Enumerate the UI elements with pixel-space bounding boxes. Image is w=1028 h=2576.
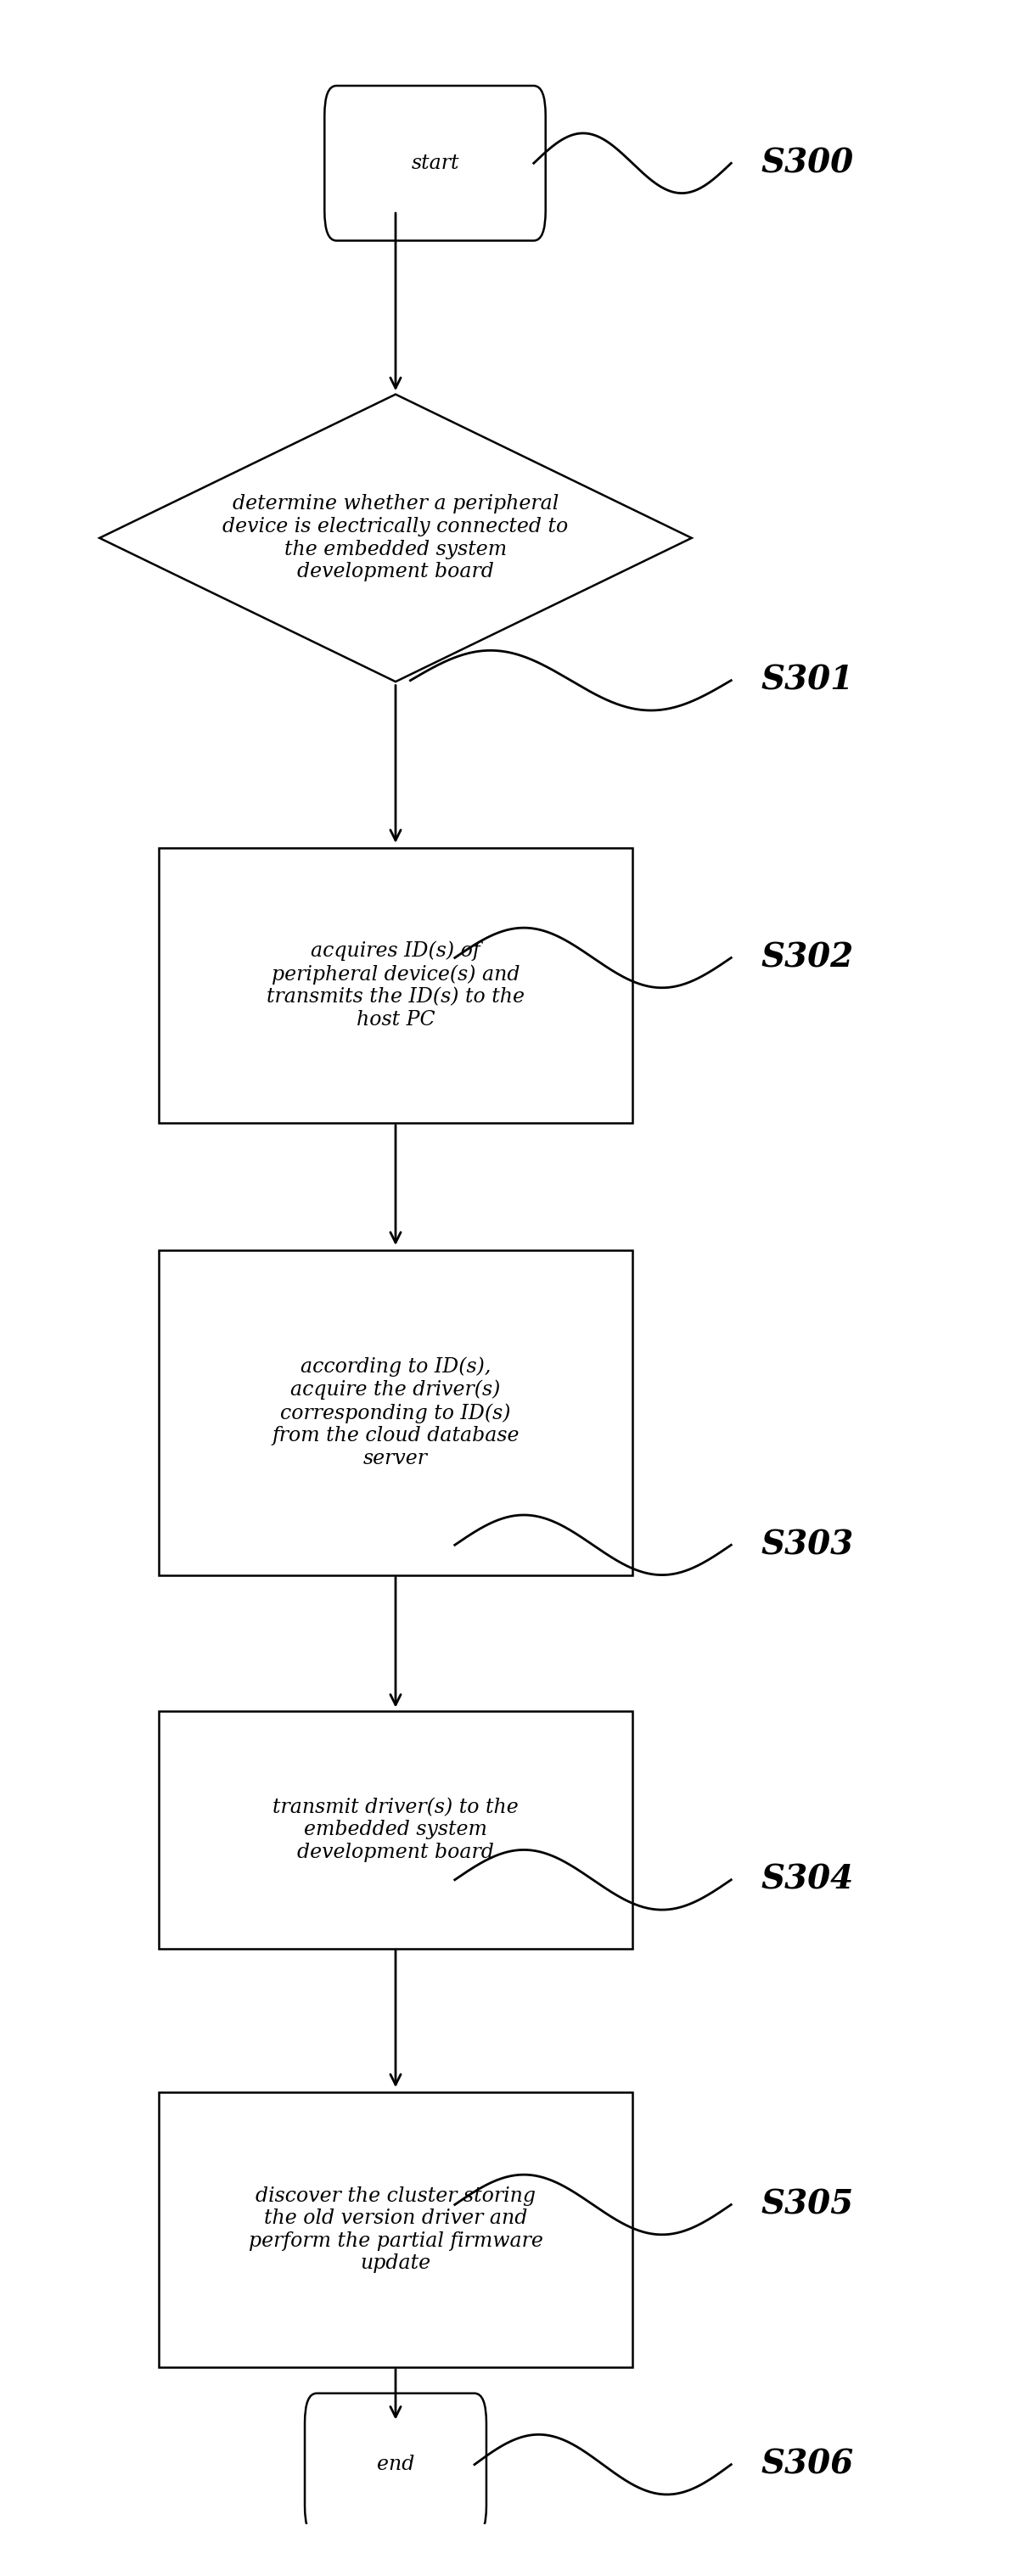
- Text: acquires ID(s) of
peripheral device(s) and
transmits the ID(s) to the
host PC: acquires ID(s) of peripheral device(s) a…: [266, 940, 524, 1030]
- Bar: [158, 1249, 632, 1574]
- Text: S300: S300: [761, 147, 853, 180]
- Text: S302: S302: [761, 943, 853, 974]
- Bar: [158, 848, 632, 1123]
- Text: transmit driver(s) to the
embedded system
development board: transmit driver(s) to the embedded syste…: [272, 1798, 518, 1862]
- Text: start: start: [411, 155, 460, 173]
- Text: end: end: [376, 2455, 414, 2476]
- Bar: [158, 1710, 632, 1947]
- Polygon shape: [100, 394, 692, 683]
- Text: S305: S305: [761, 2190, 853, 2221]
- FancyBboxPatch shape: [325, 85, 546, 240]
- Text: according to ID(s),
acquire the driver(s)
corresponding to ID(s)
from the cloud : according to ID(s), acquire the driver(s…: [271, 1358, 519, 1468]
- Text: S304: S304: [761, 1862, 853, 1896]
- Text: S301: S301: [761, 665, 853, 696]
- Text: S303: S303: [761, 1528, 853, 1561]
- Bar: [158, 2092, 632, 2367]
- FancyBboxPatch shape: [304, 2393, 486, 2535]
- Text: S306: S306: [761, 2447, 853, 2481]
- Text: determine whether a peripheral
device is electrically connected to
the embedded : determine whether a peripheral device is…: [223, 495, 568, 582]
- Text: discover the cluster storing
the old version driver and
perform the partial firm: discover the cluster storing the old ver…: [249, 2187, 543, 2272]
